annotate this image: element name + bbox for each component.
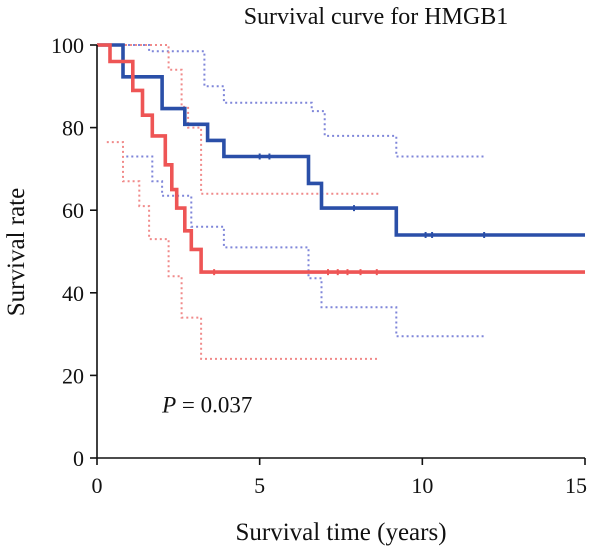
plot-area [97,43,585,360]
x-tick-label: 10 [411,473,433,498]
ci-band-line-3 [126,155,485,338]
y-tick-label: 60 [62,198,84,223]
survival-line-1 [97,43,585,274]
y-tick-label: 0 [73,446,84,471]
p-value-text: = 0.037 [176,393,252,418]
x-tick-label: 15 [565,473,587,498]
y-tick-label: 20 [62,363,84,388]
ci-band-line-5 [106,141,380,360]
x-axis-title: Survival time (years) [235,519,446,546]
y-tick-label: 40 [62,281,84,306]
survival-line-0 [97,43,585,237]
censor-marks [213,153,486,276]
x-tick-label: 0 [92,473,103,498]
x-axis-ticks: 0 5 10 15 [92,458,587,498]
y-tick-label: 80 [62,116,84,141]
y-tick-label: 100 [51,33,84,58]
chart-title: Survival curve for HMGB1 [244,4,509,30]
ci-band-line-2 [123,44,485,158]
p-value-annotation: P = 0.037 [161,393,252,418]
survival-lines [97,43,585,274]
y-axis-ticks: 0 20 40 60 80 100 [51,33,97,471]
y-axis-title: Survival rate [3,188,30,316]
x-tick-label: 5 [254,473,265,498]
p-value-italic: P [161,393,176,418]
